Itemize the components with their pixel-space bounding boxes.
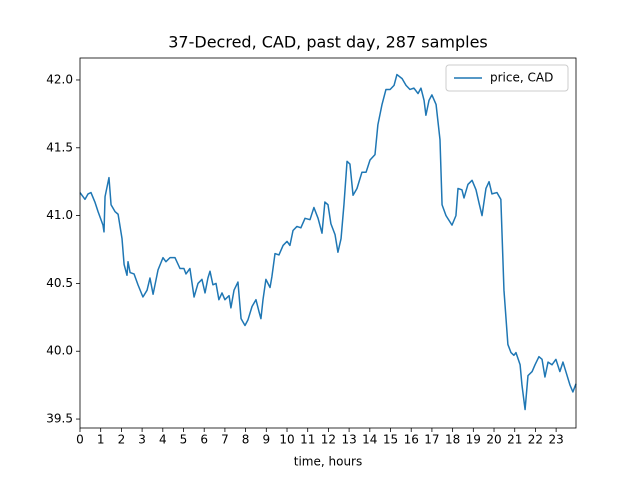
x-tick-label: 19 <box>466 433 481 447</box>
x-tick-label: 1 <box>97 433 105 447</box>
x-tick-label: 14 <box>362 433 377 447</box>
x-tick-label: 17 <box>424 433 439 447</box>
x-tick-label: 13 <box>341 433 356 447</box>
price-line <box>79 73 577 411</box>
x-tick-label: 21 <box>507 433 522 447</box>
x-tick-label: 18 <box>445 433 460 447</box>
x-tick-label: 12 <box>321 433 336 447</box>
x-tick-label: 4 <box>159 433 167 447</box>
x-tick-label: 5 <box>180 433 188 447</box>
chart-title: 37-Decred, CAD, past day, 287 samples <box>168 33 488 52</box>
x-tick-label: 23 <box>548 433 563 447</box>
y-tick-label: 41.0 <box>46 208 73 222</box>
x-tick-label: 8 <box>242 433 250 447</box>
x-tick-label: 22 <box>528 433 543 447</box>
x-tick-label: 10 <box>279 433 294 447</box>
x-tick-label: 20 <box>486 433 501 447</box>
plot-frame <box>79 57 577 429</box>
legend-label: price, CAD <box>490 71 553 85</box>
x-tick-label: 7 <box>221 433 229 447</box>
x-tick-label: 9 <box>262 433 270 447</box>
x-axis-label: time, hours <box>294 455 362 469</box>
x-tick-label: 3 <box>138 433 146 447</box>
x-tick-label: 11 <box>300 433 315 447</box>
y-tick-label: 40.5 <box>46 276 73 290</box>
legend-box <box>445 64 569 92</box>
x-tick-label: 15 <box>383 433 398 447</box>
x-tick-label: 16 <box>404 433 419 447</box>
y-tick-label: 41.5 <box>46 140 73 154</box>
y-tick-label: 40.0 <box>46 344 73 358</box>
y-tick-label: 39.5 <box>46 412 73 426</box>
x-tick-label: 6 <box>200 433 208 447</box>
x-tick-label: 2 <box>118 433 126 447</box>
y-tick-label: 42.0 <box>46 72 73 86</box>
x-tick-label: 0 <box>76 433 84 447</box>
